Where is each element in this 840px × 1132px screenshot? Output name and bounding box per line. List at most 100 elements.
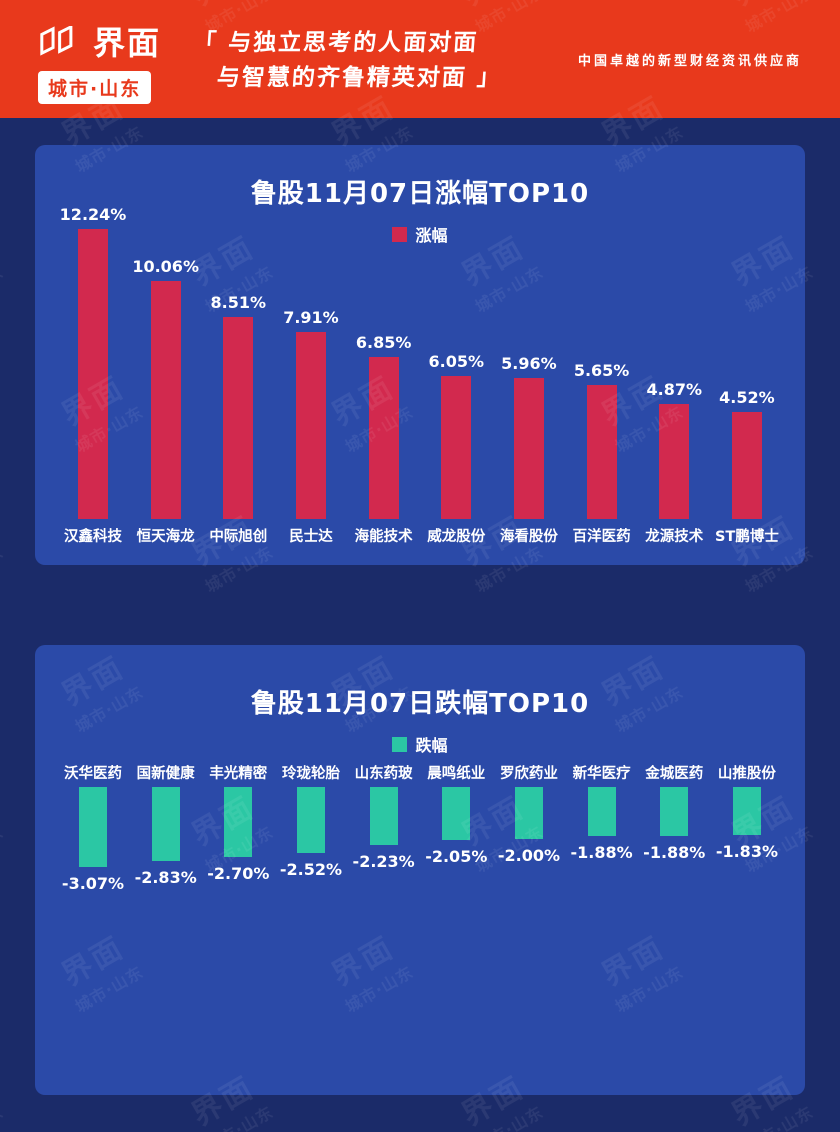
bar-column: 4.52% ST鹏博士 bbox=[711, 197, 783, 551]
losers-legend-label: 跌幅 bbox=[415, 736, 448, 755]
bar-category-label: 罗欣药业 bbox=[499, 765, 558, 782]
bar-value-label: -1.88% bbox=[643, 843, 706, 862]
watermark-line-2: 城市·山东 bbox=[472, 1102, 547, 1132]
bar-plot-area: -2.83% bbox=[130, 787, 202, 957]
bar bbox=[368, 357, 399, 519]
bar-column: 晨鸣纸业 -2.05% bbox=[420, 757, 492, 957]
bar bbox=[295, 332, 326, 519]
bar-value-label: -2.00% bbox=[497, 846, 561, 865]
bar-column: 山东药玻 -2.23% bbox=[348, 757, 420, 957]
bar-value-label: -2.05% bbox=[425, 847, 488, 866]
bar bbox=[514, 787, 543, 839]
brand-logo-block: 界面 城市·山东 bbox=[38, 18, 161, 104]
bar bbox=[369, 787, 398, 845]
bar-value-label: 6.05% bbox=[428, 352, 485, 371]
bar-plot-area: -2.05% bbox=[420, 787, 492, 957]
bar-plot-area: 7.91% bbox=[275, 197, 347, 519]
bar-category-label: 龙源技术 bbox=[645, 528, 704, 545]
bar bbox=[150, 281, 181, 519]
bar-plot-area: -2.52% bbox=[275, 787, 347, 957]
bar-category-label: 玲珑轮胎 bbox=[281, 765, 340, 782]
bar-value-label: 10.06% bbox=[132, 257, 199, 276]
bar-column: 8.51% 中际旭创 bbox=[202, 197, 274, 551]
gainers-legend-label: 涨幅 bbox=[415, 226, 448, 245]
header-slogan: 「 与独立思考的人面对面 与智慧的齐鲁精英对面 」 bbox=[190, 26, 506, 96]
bar-column: 沃华医药 -3.07% bbox=[57, 757, 129, 957]
slogan-line-1: 「 与独立思考的人面对面 bbox=[192, 30, 480, 56]
bar-category-label: 恒天海龙 bbox=[136, 528, 195, 545]
bar-category-label: 汉鑫科技 bbox=[64, 528, 122, 545]
bar-column: 12.24% 汉鑫科技 bbox=[57, 197, 129, 551]
bar-plot-area: -3.07% bbox=[57, 787, 129, 957]
bar-plot-area: 4.87% bbox=[638, 197, 710, 519]
bar-column: 金城医药 -1.88% bbox=[638, 757, 710, 957]
bar bbox=[587, 787, 616, 836]
bar bbox=[442, 787, 471, 840]
bar-column: 5.65% 百洋医药 bbox=[566, 197, 638, 551]
bar-column: 玲珑轮胎 -2.52% bbox=[275, 757, 347, 957]
bar-category-label: 山推股份 bbox=[717, 765, 776, 782]
bar-category-label: 沃华医药 bbox=[64, 765, 122, 782]
header-tagline: 中国卓越的新型财经资讯供应商 bbox=[577, 54, 802, 69]
bar-value-label: -2.83% bbox=[134, 868, 197, 887]
bar-plot-area: 10.06% bbox=[130, 197, 202, 519]
bar-column: 国新健康 -2.83% bbox=[130, 757, 202, 957]
losers-legend-swatch bbox=[392, 736, 408, 752]
bar-column: 山推股份 -1.83% bbox=[711, 757, 783, 957]
bar-plot-area: 6.05% bbox=[420, 197, 492, 519]
bar-category-label: 金城医药 bbox=[645, 765, 704, 782]
bar-category-label: 威龙股份 bbox=[427, 528, 486, 545]
bar bbox=[660, 787, 689, 836]
bar-column: 10.06% 恒天海龙 bbox=[130, 197, 202, 551]
bar-column: 丰光精密 -2.70% bbox=[202, 757, 274, 957]
bar-column: 7.91% 民士达 bbox=[275, 197, 347, 551]
bar-column: 新华医疗 -1.88% bbox=[566, 757, 638, 957]
bar bbox=[224, 787, 253, 857]
bar bbox=[223, 317, 254, 519]
bar-plot-area: -1.83% bbox=[711, 787, 783, 957]
bar-category-label: 海看股份 bbox=[499, 528, 558, 545]
bar-category-label: 中际旭创 bbox=[209, 528, 268, 545]
bar bbox=[732, 787, 761, 835]
bar-column: 5.96% 海看股份 bbox=[493, 197, 565, 551]
bar-value-label: 12.24% bbox=[59, 205, 127, 224]
bar bbox=[659, 404, 690, 519]
bar-plot-area: -2.23% bbox=[348, 787, 420, 957]
bar-column: 6.05% 威龙股份 bbox=[420, 197, 492, 551]
bar-value-label: 5.96% bbox=[501, 354, 557, 373]
bar-plot-area: 6.85% bbox=[348, 197, 420, 519]
bar bbox=[586, 385, 617, 519]
bar-value-label: -2.52% bbox=[279, 860, 343, 879]
bar-category-label: 民士达 bbox=[289, 528, 333, 545]
slogan-line-2: 与智慧的齐鲁精英对面 」 bbox=[215, 65, 503, 91]
bar-plot-area: 4.52% bbox=[711, 197, 783, 519]
bar-category-label: 百洋医药 bbox=[572, 528, 631, 545]
bar-category-label: 山东药玻 bbox=[354, 765, 413, 782]
bar-column: 罗欣药业 -2.00% bbox=[493, 757, 565, 957]
bar-category-label: 海能技术 bbox=[354, 528, 413, 545]
bar-plot-area: -1.88% bbox=[638, 787, 710, 957]
bar-column: 4.87% 龙源技术 bbox=[638, 197, 710, 551]
bar-value-label: -1.83% bbox=[715, 842, 778, 861]
watermark-line-2: 城市·山东 bbox=[0, 822, 7, 877]
losers-chart-title: 鲁股11月07日跌幅TOP10 bbox=[250, 689, 590, 719]
bar-value-label: -3.07% bbox=[61, 874, 125, 893]
gainers-bars-row: 12.24% 汉鑫科技 10.06% 恒天海龙 8.51% 中际旭创 7.91% 民士达 6.8… bbox=[57, 197, 783, 551]
bar-value-label: 8.51% bbox=[210, 293, 267, 312]
bar-value-label: 6.85% bbox=[355, 333, 412, 352]
bar-plot-area: 5.96% bbox=[493, 197, 565, 519]
bar bbox=[151, 787, 180, 861]
bar-category-label: 丰光精密 bbox=[209, 765, 268, 782]
logo-row: 界面 bbox=[38, 18, 161, 64]
losers-chart-panel: 鲁股11月07日跌幅TOP10 跌幅 沃华医药 -3.07% 国新健康 -2.83% 丰… bbox=[35, 645, 805, 1095]
bar bbox=[731, 412, 762, 519]
losers-bars-row: 沃华医药 -3.07% 国新健康 -2.83% 丰光精密 -2.70% 玲珑轮胎 -2.52%… bbox=[57, 757, 783, 957]
bar-value-label: -2.70% bbox=[207, 864, 270, 883]
bar bbox=[513, 378, 544, 519]
bar-value-label: -2.23% bbox=[352, 852, 415, 871]
bar bbox=[296, 787, 325, 853]
